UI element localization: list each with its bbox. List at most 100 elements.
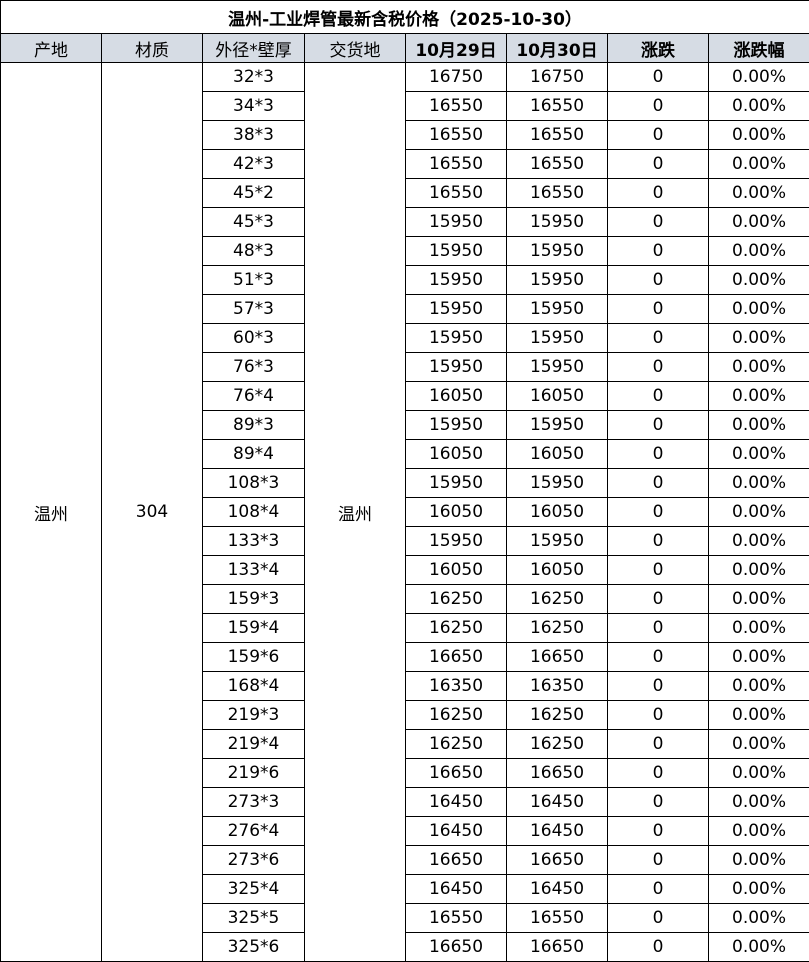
price-oct30-cell: 16650 [507, 846, 608, 875]
change-pct-cell: 0.00% [709, 527, 809, 556]
header-delivery: 交货地 [305, 34, 406, 63]
spec-cell: 42*3 [203, 150, 305, 179]
price-oct30-cell: 16050 [507, 382, 608, 411]
price-oct30-cell: 15950 [507, 411, 608, 440]
spec-cell: 60*3 [203, 324, 305, 353]
change-cell: 0 [608, 295, 709, 324]
change-cell: 0 [608, 614, 709, 643]
price-oct29-cell: 16250 [406, 701, 507, 730]
change-pct-cell: 0.00% [709, 411, 809, 440]
change-cell: 0 [608, 933, 709, 962]
change-pct-cell: 0.00% [709, 846, 809, 875]
spec-cell: 276*4 [203, 817, 305, 846]
change-pct-cell: 0.00% [709, 208, 809, 237]
price-oct30-cell: 16550 [507, 150, 608, 179]
change-pct-cell: 0.00% [709, 585, 809, 614]
spec-cell: 108*3 [203, 469, 305, 498]
table-title: 温州-工业焊管最新含税价格（2025-10-30） [1, 1, 809, 34]
change-cell: 0 [608, 440, 709, 469]
change-cell: 0 [608, 353, 709, 382]
change-cell: 0 [608, 63, 709, 92]
change-pct-cell: 0.00% [709, 150, 809, 179]
change-cell: 0 [608, 121, 709, 150]
spec-cell: 219*3 [203, 701, 305, 730]
change-pct-cell: 0.00% [709, 730, 809, 759]
header-date-2: 10月30日 [507, 34, 608, 63]
price-oct29-cell: 16650 [406, 846, 507, 875]
change-pct-cell: 0.00% [709, 179, 809, 208]
change-pct-cell: 0.00% [709, 614, 809, 643]
change-cell: 0 [608, 208, 709, 237]
header-change-pct: 涨跌幅 [709, 34, 809, 63]
change-pct-cell: 0.00% [709, 875, 809, 904]
price-oct29-cell: 15950 [406, 324, 507, 353]
spec-cell: 325*5 [203, 904, 305, 933]
price-oct30-cell: 15950 [507, 527, 608, 556]
change-cell: 0 [608, 469, 709, 498]
price-oct30-cell: 16650 [507, 759, 608, 788]
price-oct30-cell: 16750 [507, 63, 608, 92]
price-oct29-cell: 16550 [406, 179, 507, 208]
spec-cell: 45*3 [203, 208, 305, 237]
change-pct-cell: 0.00% [709, 237, 809, 266]
change-pct-cell: 0.00% [709, 788, 809, 817]
change-cell: 0 [608, 730, 709, 759]
change-cell: 0 [608, 643, 709, 672]
price-oct30-cell: 16550 [507, 904, 608, 933]
price-oct30-cell: 15950 [507, 208, 608, 237]
title-row: 温州-工业焊管最新含税价格（2025-10-30） [1, 1, 809, 34]
change-cell: 0 [608, 759, 709, 788]
spec-cell: 159*4 [203, 614, 305, 643]
change-pct-cell: 0.00% [709, 295, 809, 324]
price-oct29-cell: 16050 [406, 498, 507, 527]
price-oct30-cell: 16050 [507, 498, 608, 527]
price-oct29-cell: 15950 [406, 469, 507, 498]
price-oct30-cell: 16250 [507, 585, 608, 614]
change-cell: 0 [608, 498, 709, 527]
spec-cell: 325*4 [203, 875, 305, 904]
price-oct30-cell: 15950 [507, 237, 608, 266]
spec-cell: 273*3 [203, 788, 305, 817]
change-pct-cell: 0.00% [709, 63, 809, 92]
material-cell: 304 [102, 63, 203, 962]
spec-cell: 89*3 [203, 411, 305, 440]
price-oct30-cell: 16250 [507, 730, 608, 759]
change-pct-cell: 0.00% [709, 701, 809, 730]
change-pct-cell: 0.00% [709, 556, 809, 585]
price-oct29-cell: 15950 [406, 353, 507, 382]
spec-cell: 76*3 [203, 353, 305, 382]
price-oct29-cell: 16250 [406, 730, 507, 759]
change-cell: 0 [608, 382, 709, 411]
change-cell: 0 [608, 556, 709, 585]
price-oct30-cell: 16650 [507, 933, 608, 962]
change-cell: 0 [608, 701, 709, 730]
price-oct29-cell: 16250 [406, 614, 507, 643]
change-cell: 0 [608, 266, 709, 295]
spec-cell: 273*6 [203, 846, 305, 875]
spec-cell: 89*4 [203, 440, 305, 469]
spec-cell: 133*3 [203, 527, 305, 556]
spec-cell: 34*3 [203, 92, 305, 121]
spec-cell: 133*4 [203, 556, 305, 585]
price-oct29-cell: 16550 [406, 92, 507, 121]
header-date-1: 10月29日 [406, 34, 507, 63]
price-oct29-cell: 15950 [406, 295, 507, 324]
change-cell: 0 [608, 817, 709, 846]
price-oct29-cell: 16450 [406, 788, 507, 817]
spec-cell: 48*3 [203, 237, 305, 266]
spec-cell: 108*4 [203, 498, 305, 527]
spec-cell: 76*4 [203, 382, 305, 411]
change-pct-cell: 0.00% [709, 440, 809, 469]
price-oct30-cell: 16450 [507, 817, 608, 846]
price-oct29-cell: 16650 [406, 759, 507, 788]
price-oct30-cell: 16250 [507, 614, 608, 643]
header-origin: 产地 [1, 34, 102, 63]
price-oct29-cell: 15950 [406, 266, 507, 295]
delivery-cell: 温州 [305, 63, 406, 962]
change-pct-cell: 0.00% [709, 672, 809, 701]
spec-cell: 45*2 [203, 179, 305, 208]
change-pct-cell: 0.00% [709, 498, 809, 527]
header-material: 材质 [102, 34, 203, 63]
spec-cell: 219*6 [203, 759, 305, 788]
